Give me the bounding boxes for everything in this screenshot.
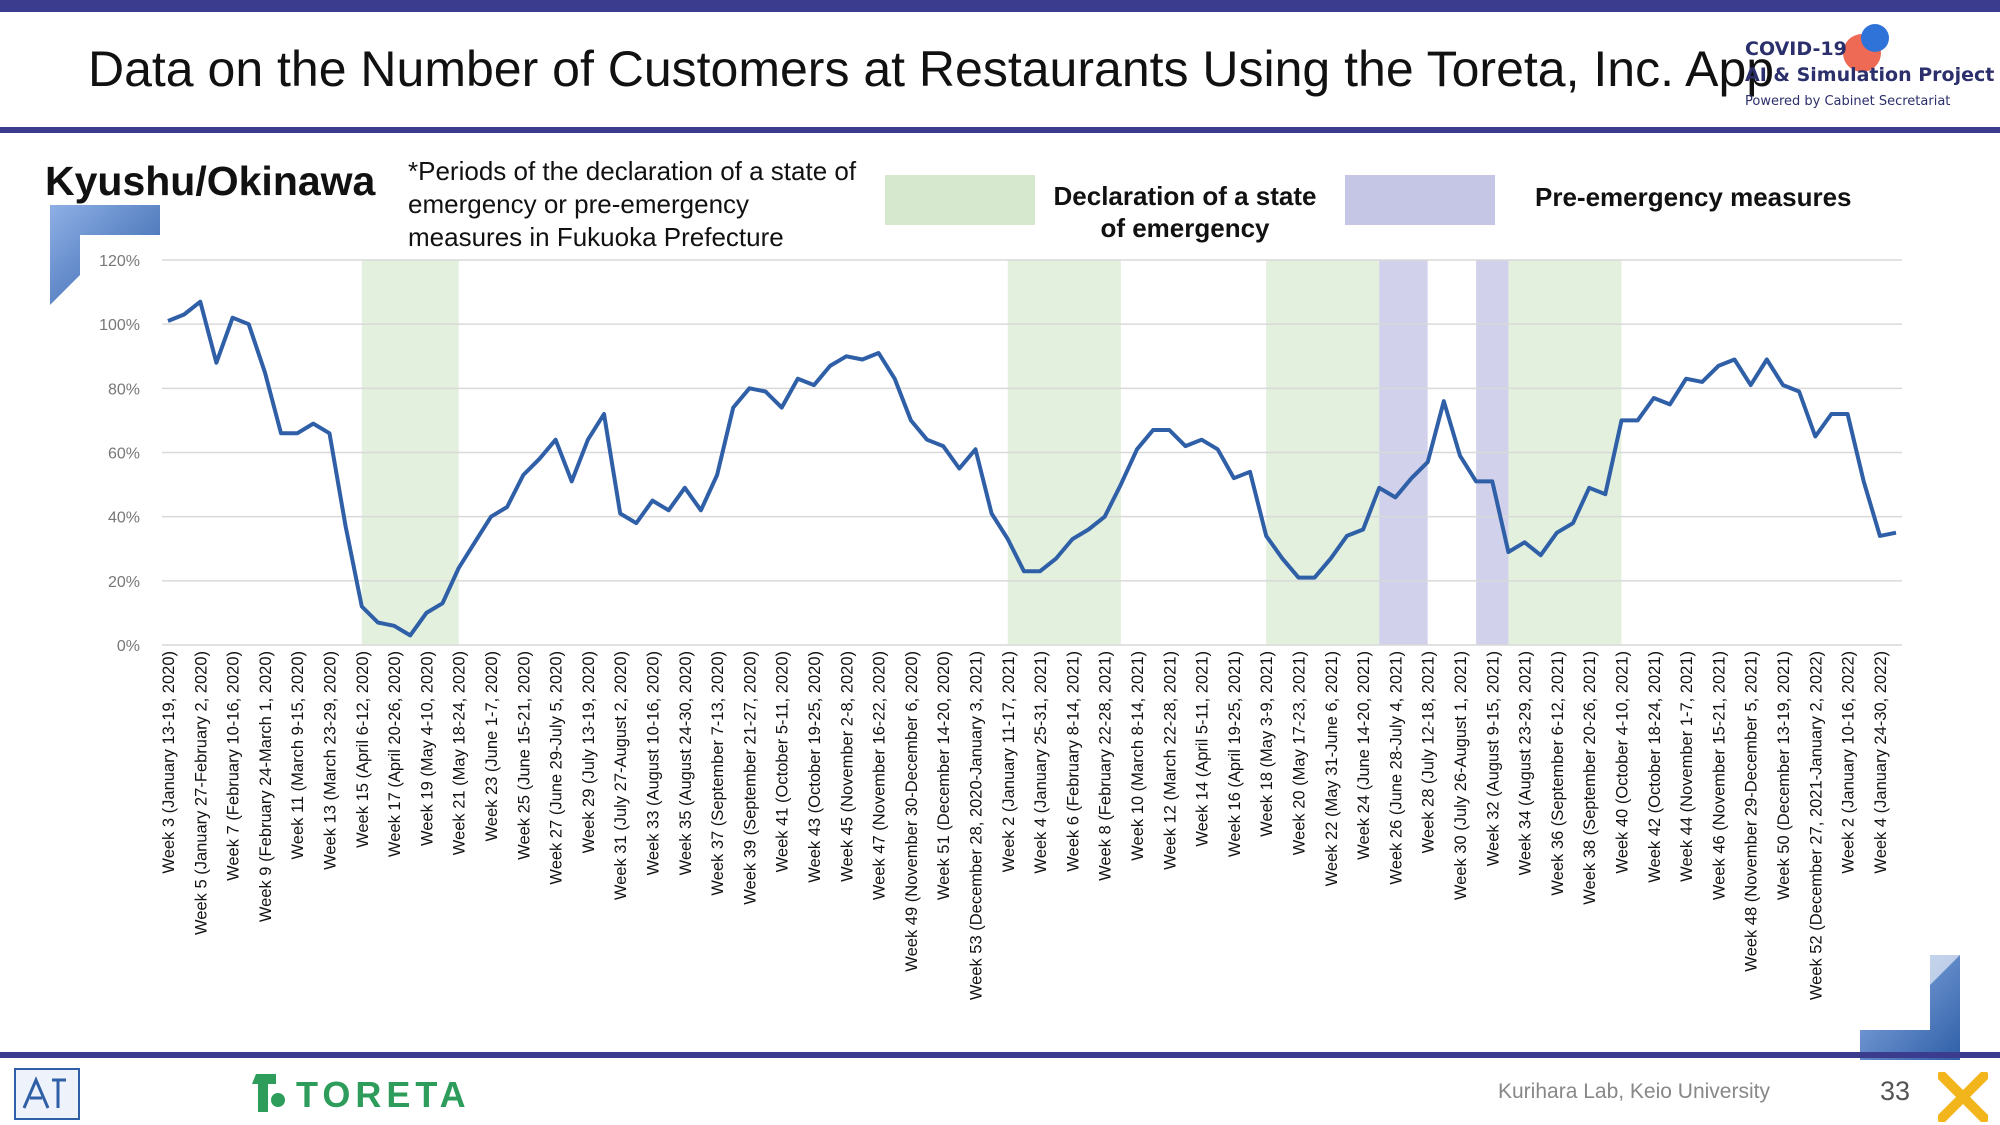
legend-swatch-pre-emergency <box>1345 175 1495 225</box>
title-divider <box>0 127 2000 133</box>
x-tick-label: Week 43 (October 19-25, 2020) <box>806 651 824 883</box>
x-tick-label: Week 18 (May 3-9, 2021) <box>1258 651 1276 837</box>
logo-line-3: Powered by Cabinet Secretariat <box>1745 94 1951 109</box>
page-number: 33 <box>1880 1076 1911 1106</box>
x-tick-label: Week 10 (March 8-14, 2021) <box>1129 651 1147 861</box>
x-tick-label: Week 14 (April 5-11, 2021) <box>1194 651 1212 847</box>
legend-label-emergency: Declaration of a state of emergency <box>1053 181 1317 243</box>
x-logo-icon <box>1938 1072 1988 1122</box>
x-tick-label: Week 45 (November 2-8, 2020) <box>838 651 856 882</box>
x-tick-label: Week 16 (April 19-25, 2021) <box>1226 651 1244 857</box>
x-tick-label: Week 49 (November 30-December 6, 2020) <box>903 651 921 972</box>
x-tick-label: Week 50 (December 13-19, 2021) <box>1775 651 1793 900</box>
x-tick-label: Week 7 (February 10-16, 2020) <box>225 651 243 881</box>
series-line <box>167 299 1897 638</box>
chart-gridlines <box>162 259 1902 646</box>
y-tick-label: 40% <box>108 510 140 527</box>
x-tick-label: Week 6 (February 8-14, 2021) <box>1064 651 1082 872</box>
x-tick-label: Week 24 (June 14-20, 2021) <box>1355 651 1373 860</box>
x-tick-label: Week 44 (November 1-7, 2021) <box>1678 651 1696 882</box>
x-tick-label: Week 51 (December 14-20, 2020) <box>935 651 953 900</box>
logo-dot-blue <box>1861 24 1889 52</box>
y-tick-label: 120% <box>99 253 140 270</box>
x-tick-label: Week 46 (November 15-21, 2021) <box>1710 651 1728 900</box>
x-tick-label: Week 9 (February 24-March 1, 2020) <box>257 651 275 922</box>
x-tick-label: Week 34 (August 23-29, 2021) <box>1517 651 1535 875</box>
customers-line-chart: 0% 20% 40% 60% 80% 100% 120% Week 3 (January 1… <box>99 253 1902 1000</box>
x-tick-label: Week 26 (June 28-July 4, 2021) <box>1387 651 1405 885</box>
y-tick-label: 80% <box>108 381 140 398</box>
x-tick-label: Week 5 (January 27-February 2, 2020) <box>192 651 210 935</box>
periods-note: *Periods of the declaration of a state o… <box>408 156 857 252</box>
footer-divider <box>0 1052 2000 1058</box>
x-tick-label: Week 12 (March 22-28, 2021) <box>1161 651 1179 870</box>
x-tick-label: Week 35 (August 24-30, 2020) <box>677 651 695 875</box>
x-tick-label: Week 22 (May 31-June 6, 2021) <box>1323 651 1341 886</box>
legend-swatch-emergency <box>885 175 1035 225</box>
x-tick-label: Week 17 (April 20-26, 2020) <box>386 651 404 857</box>
y-tick-label: 60% <box>108 446 140 463</box>
x-tick-label: Week 53 (December 28, 2020-January 3, 20… <box>967 651 985 1000</box>
x-tick-label: Week 2 (January 11-17, 2021) <box>1000 651 1018 872</box>
x-tick-label: Week 41 (October 5-11, 2020) <box>774 651 792 872</box>
x-tick-label: Week 37 (September 7-13, 2020) <box>709 651 727 896</box>
y-axis-ticks: 0% 20% 40% 60% 80% 100% 120% <box>99 253 140 655</box>
x-tick-label: Week 52 (December 27, 2021-January 2, 20… <box>1807 651 1825 1000</box>
x-tick-label: Week 32 (August 9-15, 2021) <box>1484 651 1502 866</box>
footer-lab-name: Kurihara Lab, Keio University <box>1498 1080 1770 1103</box>
x-tick-label: Week 27 (June 29-July 5, 2020) <box>548 651 566 885</box>
x-tick-label: Week 33 (August 10-16, 2020) <box>644 651 662 875</box>
x-tick-label: Week 25 (June 15-21, 2020) <box>515 651 533 860</box>
lab-logo-icon <box>14 1068 80 1120</box>
region-title: Kyushu/Okinawa <box>45 158 376 204</box>
x-tick-label: Week 29 (July 13-19, 2020) <box>580 651 598 853</box>
corner-decoration-top-left <box>50 205 160 305</box>
y-tick-label: 20% <box>108 574 140 591</box>
x-tick-label: Week 36 (September 6-12, 2021) <box>1549 651 1567 896</box>
top-accent-bar <box>0 0 2000 12</box>
x-tick-label: Week 19 (May 4-10, 2020) <box>418 651 436 846</box>
x-tick-label: Week 13 (March 23-29, 2020) <box>321 651 339 870</box>
x-tick-label: Week 15 (April 6-12, 2020) <box>354 651 372 848</box>
corner-decoration-bottom-right <box>1860 955 1960 1060</box>
x-tick-label: Week 28 (July 12-18, 2021) <box>1420 651 1438 853</box>
page-title: Data on the Number of Customers at Resta… <box>88 41 1775 97</box>
x-tick-label: Week 23 (June 1-7, 2020) <box>483 651 501 841</box>
logo-line-1: COVID-19 <box>1745 38 1847 60</box>
x-tick-label: Week 2 (January 10-16, 2022) <box>1840 651 1858 874</box>
x-tick-label: Week 4 (January 25-31, 2021) <box>1032 651 1050 874</box>
x-tick-label: Week 21 (May 18-24, 2020) <box>451 651 469 855</box>
x-tick-label: Week 38 (September 20-26, 2021) <box>1581 651 1599 905</box>
legend-label-pre-emergency: Pre-emergency measures <box>1535 182 1852 212</box>
x-tick-label: Week 30 (July 26-August 1, 2021) <box>1452 651 1470 900</box>
x-tick-label: Week 47 (November 16-22, 2020) <box>871 651 889 900</box>
x-tick-label: Week 3 (January 13-19, 2020) <box>160 651 178 874</box>
x-tick-label: Week 4 (January 24-30, 2022) <box>1872 651 1890 874</box>
x-tick-label: Week 20 (May 17-23, 2021) <box>1290 651 1308 855</box>
covid-project-logo: COVID-19 AI & Simulation Project Powered… <box>1745 24 1994 114</box>
x-tick-label: Week 8 (February 22-28, 2021) <box>1097 651 1115 881</box>
x-axis-ticks: Week 3 (January 13-19, 2020) Week 5 (Janu… <box>160 651 1890 1000</box>
x-tick-label: Week 31 (July 27-August 2, 2020) <box>612 651 630 900</box>
x-tick-label: Week 39 (September 21-27, 2020) <box>741 651 759 905</box>
toreta-wordmark: TORETA <box>296 1074 471 1115</box>
x-tick-label: Week 42 (October 18-24, 2021) <box>1646 651 1664 883</box>
x-tick-label: Week 48 (November 29-December 5, 2021) <box>1743 651 1761 972</box>
logo-line-2: AI & Simulation Project <box>1745 64 1995 86</box>
toreta-icon <box>252 1074 285 1112</box>
x-tick-label: Week 40 (October 4-10, 2021) <box>1613 651 1631 874</box>
y-tick-label: 100% <box>99 317 140 334</box>
y-tick-label: 0% <box>117 638 140 655</box>
x-tick-label: Week 11 (March 9-15, 2020) <box>289 651 307 860</box>
